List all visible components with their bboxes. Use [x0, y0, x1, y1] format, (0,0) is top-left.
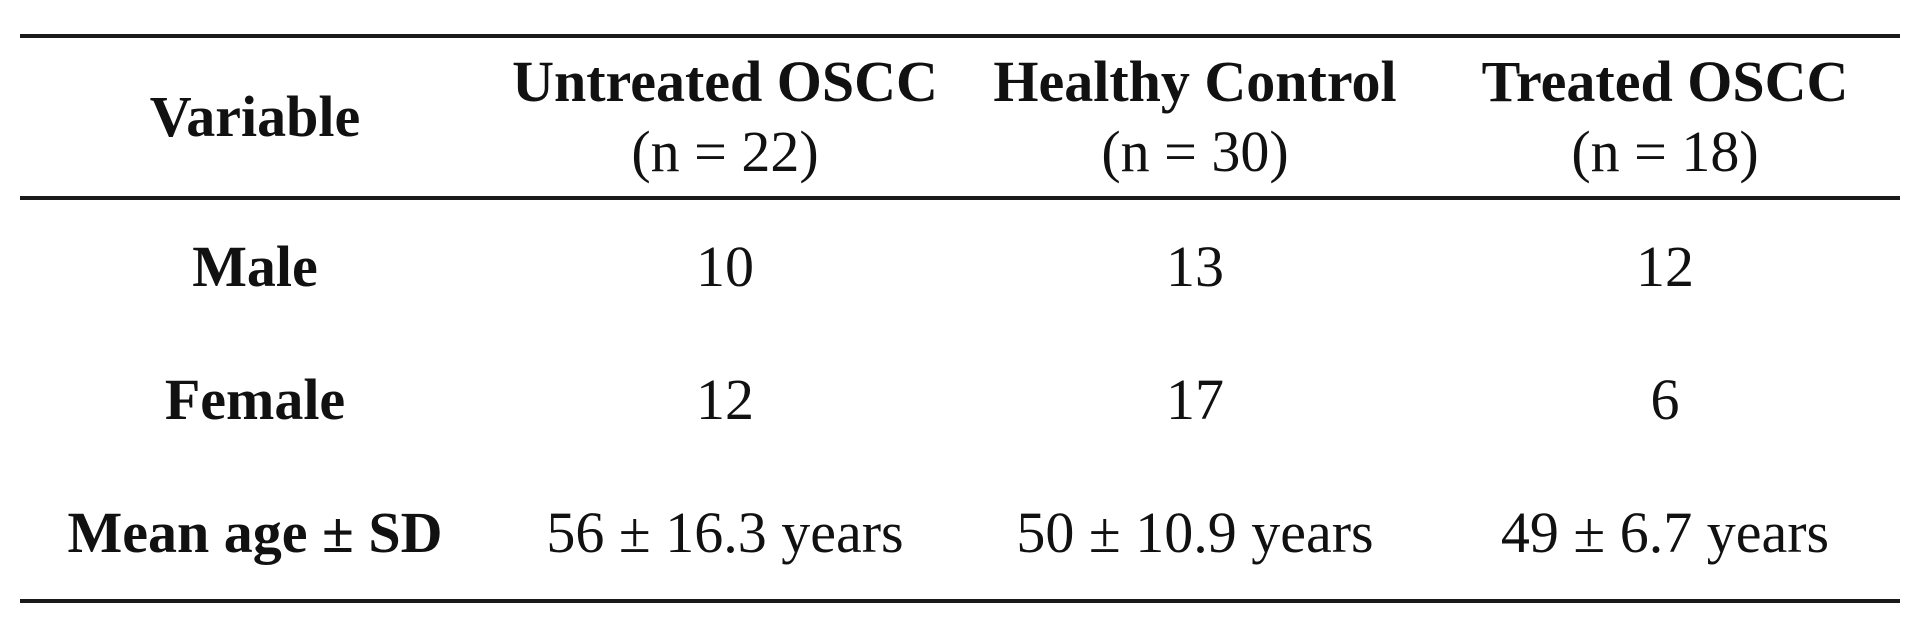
cell-male-untreated: 10 [696, 233, 754, 299]
top-rule [20, 34, 1900, 38]
header-untreated-oscc-n: (n = 22) [631, 119, 819, 184]
header-healthy-control: Healthy Control (n = 30) [960, 47, 1430, 187]
header-healthy-control-title: Healthy Control [993, 49, 1397, 114]
header-treated-oscc: Treated OSCC (n = 18) [1430, 47, 1900, 187]
header-row: Variable Untreated OSCC (n = 22) Healthy… [20, 38, 1900, 196]
table-row-male: Male 10 13 12 [20, 200, 1900, 333]
row-label-male: Male [192, 233, 318, 299]
cell-female-healthy: 17 [1166, 366, 1224, 432]
header-rule [20, 196, 1900, 200]
header-variable: Variable [20, 82, 490, 152]
header-treated-oscc-title: Treated OSCC [1481, 49, 1849, 114]
cell-female-treated: 6 [1650, 366, 1680, 432]
cell-age-treated: 49 ± 6.7 years [1500, 499, 1830, 565]
header-untreated-oscc: Untreated OSCC (n = 22) [490, 47, 960, 187]
bottom-rule [20, 599, 1900, 603]
table-row-mean-age: Mean age ± SD 56 ± 16.3 years 50 ± 10.9 … [20, 466, 1900, 599]
row-label-mean-age: Mean age ± SD [67, 499, 443, 565]
table-row-female: Female 12 17 6 [20, 333, 1900, 466]
header-untreated-oscc-title: Untreated OSCC [512, 49, 938, 114]
cell-male-healthy: 13 [1166, 233, 1224, 299]
row-label-female: Female [164, 366, 346, 432]
cell-age-untreated: 56 ± 16.3 years [546, 499, 904, 565]
header-healthy-control-n: (n = 30) [1101, 119, 1289, 184]
cell-male-treated: 12 [1636, 233, 1694, 299]
cell-female-untreated: 12 [696, 366, 754, 432]
header-treated-oscc-n: (n = 18) [1571, 119, 1759, 184]
header-variable-title: Variable [149, 84, 361, 149]
demographics-table: Variable Untreated OSCC (n = 22) Healthy… [20, 34, 1900, 603]
cell-age-healthy: 50 ± 10.9 years [1016, 499, 1374, 565]
